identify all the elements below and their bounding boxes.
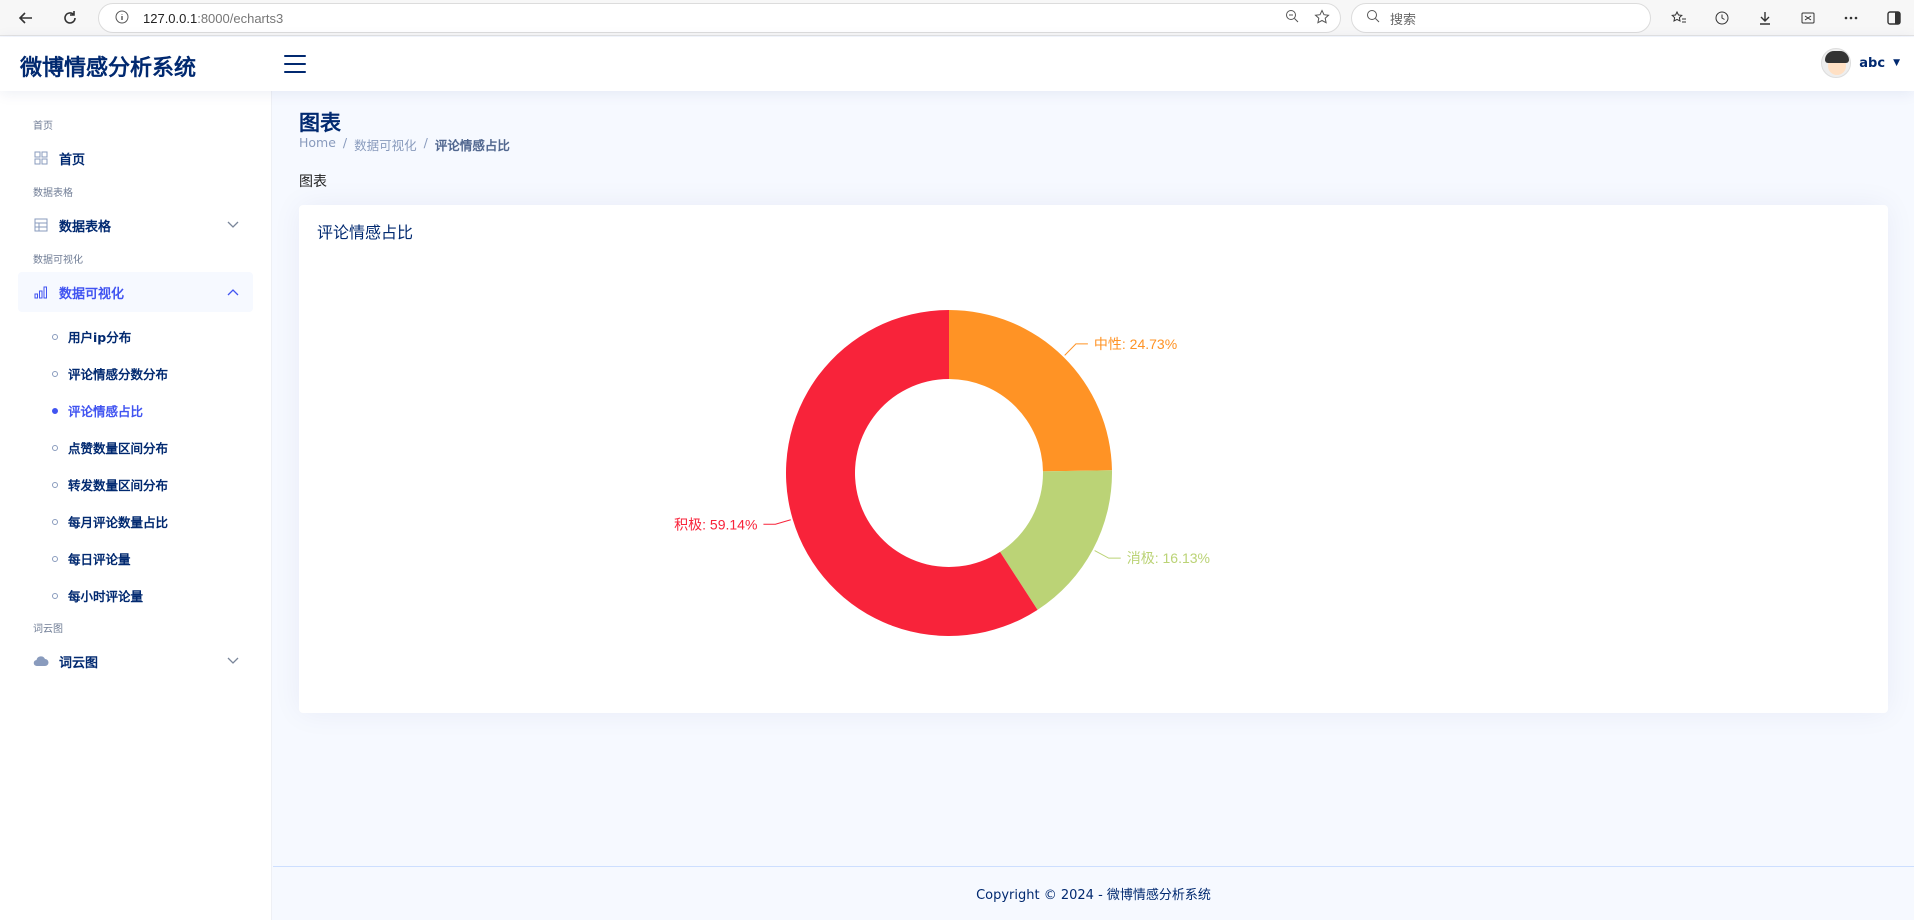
sidebar-item-tables[interactable]: 数据表格 <box>18 205 253 245</box>
favorite-star-icon[interactable] <box>1314 8 1330 28</box>
info-icon[interactable] <box>115 10 129 27</box>
data-label-中性: 中性: 24.73% <box>1094 336 1177 352</box>
submenu-item-reposts-range[interactable]: 转发数量区间分布 <box>52 466 253 503</box>
data-label-消极: 消极: 16.13% <box>1127 550 1210 566</box>
bullet-icon <box>52 592 58 599</box>
submenu-item-monthly-comments[interactable]: 每月评论数量占比 <box>52 503 253 540</box>
submenu-item-daily-comments[interactable]: 每日评论量 <box>52 540 253 577</box>
history-icon[interactable] <box>1707 3 1737 33</box>
submenu-item-ip-distribution[interactable]: 用户ip分布 <box>52 318 253 355</box>
sidebar-heading-home: 首页 <box>33 121 53 132</box>
sidebar-item-label: 首页 <box>59 152 86 168</box>
sidebar-item-label: 数据可视化 <box>59 286 125 302</box>
sidebar-item-visualization[interactable]: 数据可视化 <box>18 272 253 312</box>
chevron-down-icon <box>227 219 239 232</box>
bar-chart-icon <box>33 284 49 300</box>
search-icon <box>1366 9 1380 27</box>
submenu-label: 每小时评论量 <box>68 589 144 604</box>
sidebar-item-label: 词云图 <box>59 655 99 671</box>
zoom-icon[interactable] <box>1285 9 1300 27</box>
submenu-label: 每月评论数量占比 <box>68 515 169 530</box>
section-label: 图表 <box>299 174 327 190</box>
bullet-icon <box>52 370 58 377</box>
submenu-item-likes-range[interactable]: 点赞数量区间分布 <box>52 429 253 466</box>
search-placeholder: 搜索 <box>1390 12 1417 28</box>
breadcrumb: Home / 数据可视化 / 评论情感占比 <box>299 135 510 154</box>
profile-dropdown[interactable]: abc ▼ <box>1821 48 1900 78</box>
slice-消极[interactable] <box>1000 470 1112 610</box>
sidebar-heading-viz: 数据可视化 <box>33 255 83 266</box>
submenu-item-sentiment-score[interactable]: 评论情感分数分布 <box>52 355 253 392</box>
bullet-icon <box>52 333 58 340</box>
sidebar-item-home[interactable]: 首页 <box>18 138 253 178</box>
breadcrumb-separator: / <box>342 135 348 150</box>
cloud-icon <box>33 653 49 669</box>
submenu-label: 转发数量区间分布 <box>68 478 169 493</box>
app-logo[interactable]: 微博情感分析系统 <box>20 56 197 81</box>
sidebar-heading-tables: 数据表格 <box>33 188 73 199</box>
submenu-label: 用户ip分布 <box>68 330 132 345</box>
back-icon[interactable] <box>10 2 42 34</box>
favorites-icon[interactable] <box>1664 3 1694 33</box>
slice-中性[interactable] <box>949 310 1112 472</box>
url-host: 127.0.0.1 <box>143 10 198 26</box>
grid-icon <box>33 150 49 166</box>
sidebar: 首页 首页 数据表格 数据表格 数据可视化 数据可视化 用户ip分布 评论情感分… <box>0 91 272 920</box>
browser-toolbar: 127.0.0.1:8000/echarts3 搜索 <box>0 0 1914 36</box>
submenu-label: 评论情感分数分布 <box>68 367 169 382</box>
main-content: 图表 Home / 数据可视化 / 评论情感占比 图表 评论情感占比 中性: 2… <box>273 91 1914 866</box>
browser-search-box[interactable]: 搜索 <box>1351 3 1651 33</box>
data-label-积极: 积极: 59.14% <box>674 516 757 532</box>
visualization-submenu: 用户ip分布 评论情感分数分布 评论情感占比 点赞数量区间分布 转发数量区间分布… <box>18 318 253 614</box>
footer: Copyright © 2024 - 微博情感分析系统 <box>273 866 1914 920</box>
chevron-down-icon <box>227 655 239 668</box>
url-path: :8000/echarts3 <box>197 10 284 26</box>
bullet-icon <box>52 444 58 451</box>
table-icon <box>33 217 49 233</box>
more-icon[interactable] <box>1836 3 1866 33</box>
screenshot-icon[interactable] <box>1793 3 1823 33</box>
submenu-item-hourly-comments[interactable]: 每小时评论量 <box>52 577 253 614</box>
card-title: 评论情感占比 <box>317 223 414 242</box>
avatar[interactable] <box>1821 48 1852 78</box>
label-line-中性 <box>1064 343 1088 356</box>
sidebar-heading-wordcloud: 词云图 <box>33 624 63 635</box>
sentiment-donut-chart[interactable]: 中性: 24.73% 消极: 16.13% 积极: 59.14% <box>299 205 1888 713</box>
slice-积极[interactable] <box>786 310 1038 636</box>
breadcrumb-separator: / <box>423 135 428 150</box>
submenu-label: 评论情感占比 <box>68 404 144 419</box>
sidebar-item-wordcloud[interactable]: 词云图 <box>18 641 253 681</box>
bullet-icon <box>52 481 58 488</box>
copyright-text: Copyright © 2024 - 微博情感分析系统 <box>976 888 1211 903</box>
download-icon[interactable] <box>1750 3 1780 33</box>
app-header: 微博情感分析系统 abc ▼ <box>0 37 1914 91</box>
caret-down-icon[interactable]: ▼ <box>1893 58 1900 68</box>
submenu-item-sentiment-ratio[interactable]: 评论情感占比 <box>52 392 253 429</box>
bullet-icon <box>52 518 58 525</box>
reload-icon[interactable] <box>54 2 86 34</box>
chevron-up-icon <box>227 286 239 299</box>
breadcrumb-home[interactable]: Home <box>299 135 336 150</box>
page-title: 图表 <box>299 111 341 135</box>
submenu-label: 点赞数量区间分布 <box>68 441 169 456</box>
username[interactable]: abc <box>1859 55 1886 71</box>
chart-card: 评论情感占比 中性: 24.73% 消极: 16.13% 积极: 59.14% <box>299 205 1888 713</box>
sidebar-toggle-icon[interactable] <box>1879 3 1909 33</box>
menu-toggle-icon[interactable] <box>284 55 306 73</box>
address-bar[interactable]: 127.0.0.1:8000/echarts3 <box>98 3 1341 33</box>
bullet-icon <box>52 407 58 414</box>
submenu-label: 每日评论量 <box>68 552 131 567</box>
label-line-积极 <box>763 519 791 525</box>
breadcrumb-current: 评论情感占比 <box>434 138 510 153</box>
breadcrumb-visualization[interactable]: 数据可视化 <box>354 138 417 153</box>
label-line-消极 <box>1094 550 1121 559</box>
sidebar-item-label: 数据表格 <box>59 219 112 235</box>
bullet-icon <box>52 555 58 562</box>
